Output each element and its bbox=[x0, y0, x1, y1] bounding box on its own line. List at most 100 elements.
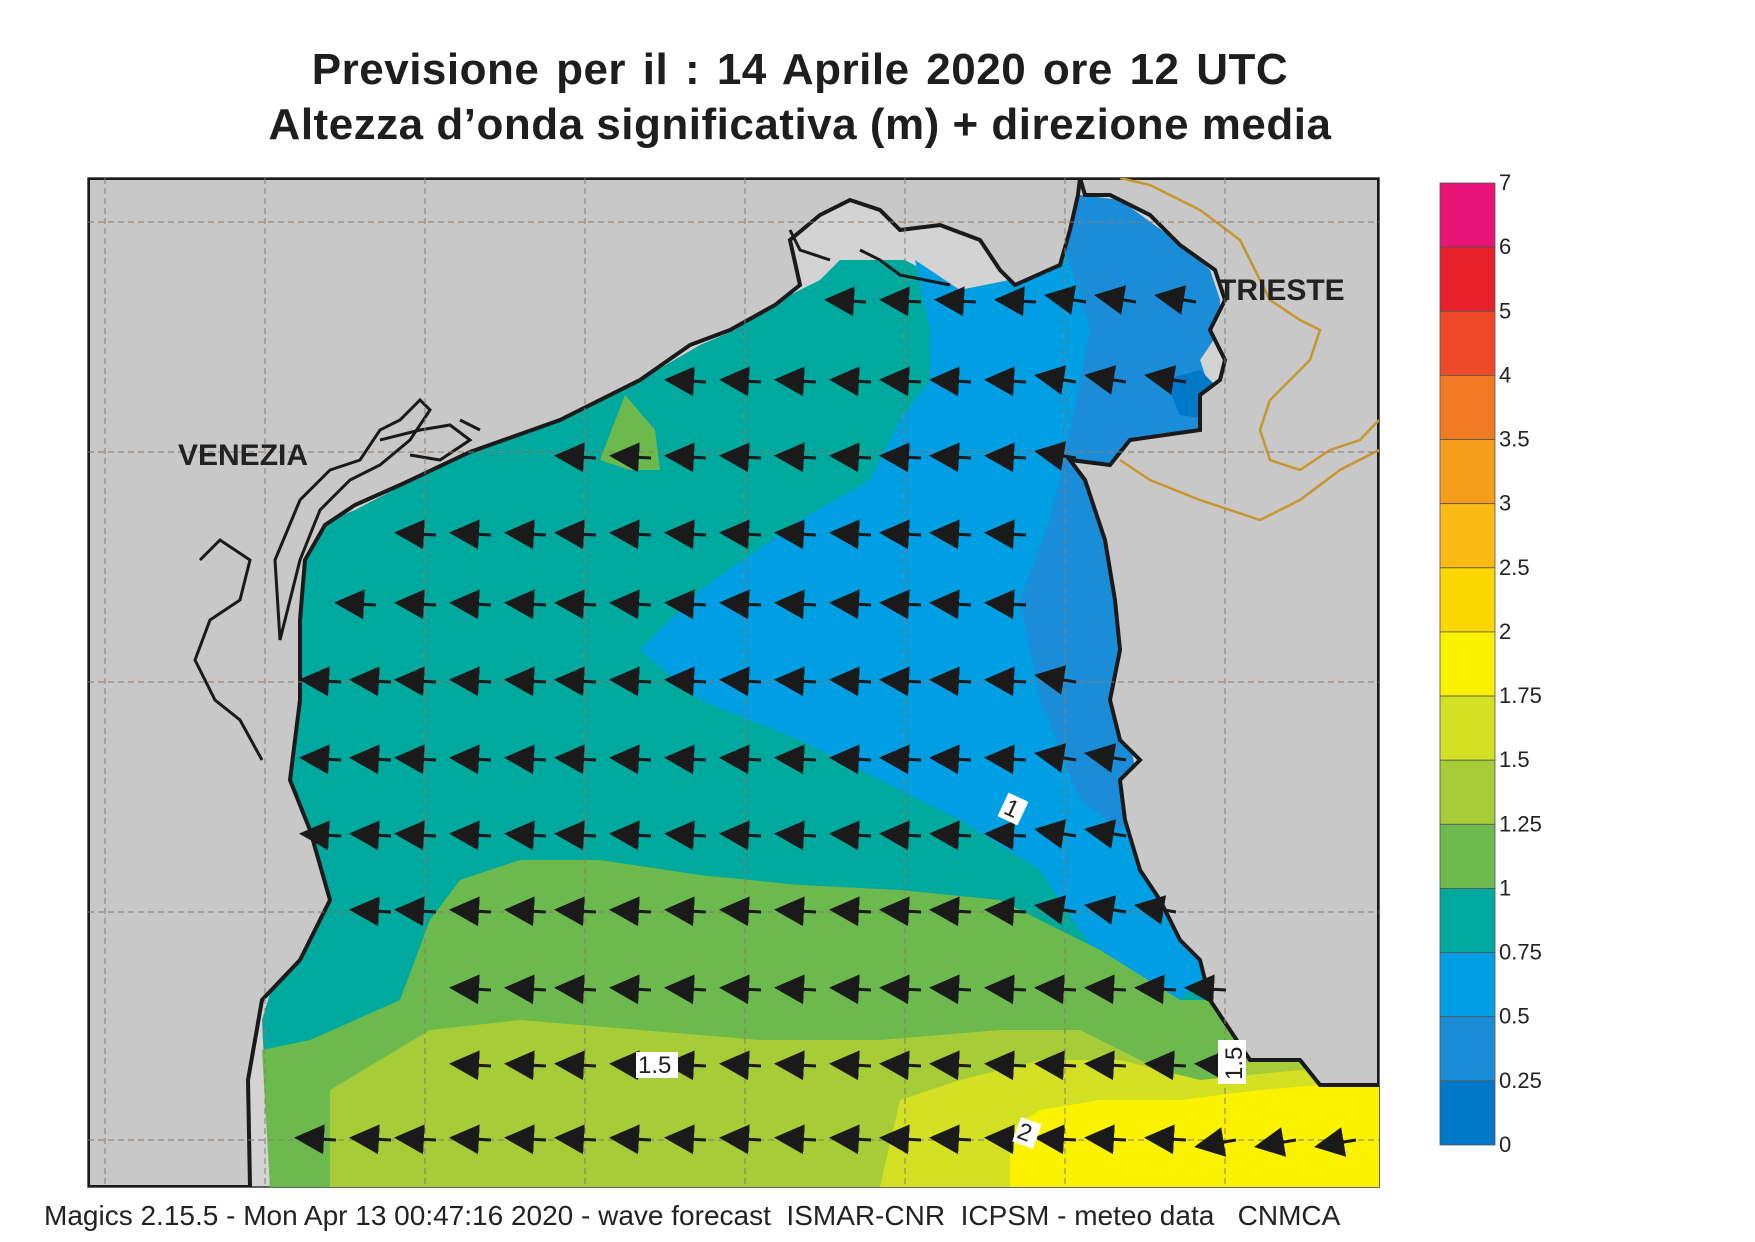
wave-arrow bbox=[504, 519, 547, 550]
legend-colorbar: 7 6 5 4 3.5 3 2.5 2 1.75 1.5 1.25 1 0.75 0.5 0.25 0 bbox=[1439, 170, 1542, 1157]
wave-arrow bbox=[449, 1050, 492, 1081]
legend-band bbox=[1439, 888, 1496, 954]
wave-arrow bbox=[554, 519, 597, 550]
wave-arrow bbox=[929, 1050, 972, 1081]
wave-arrow bbox=[774, 519, 817, 550]
wave-arrow bbox=[774, 366, 817, 397]
wave-arrow bbox=[349, 744, 392, 775]
legend-tick-label: 5 bbox=[1499, 298, 1511, 323]
wave-arrow bbox=[829, 519, 872, 550]
land-west bbox=[88, 178, 1083, 1187]
wave-arrow bbox=[1254, 1127, 1297, 1157]
wave-arrow bbox=[879, 1050, 922, 1081]
wave-arrow bbox=[349, 820, 392, 851]
wave-arrow bbox=[504, 896, 547, 927]
wave-arrow bbox=[984, 820, 1027, 851]
wave-arrow bbox=[504, 744, 547, 775]
wave-arrow bbox=[984, 744, 1027, 775]
wave-arrow bbox=[1144, 1050, 1187, 1081]
wave-arrow bbox=[1034, 1050, 1077, 1081]
wave-arrow bbox=[984, 519, 1027, 550]
wave-arrow bbox=[1034, 974, 1077, 1005]
wave-arrow bbox=[719, 666, 762, 697]
wave-arrow bbox=[1034, 441, 1077, 471]
footer-credits: Magics 2.15.5 - Mon Apr 13 00:47:16 2020… bbox=[44, 1200, 1341, 1231]
legend-band bbox=[1439, 695, 1496, 761]
wave-arrow bbox=[609, 519, 652, 550]
wave-arrow bbox=[1084, 1050, 1127, 1081]
wave-arrow bbox=[334, 589, 377, 620]
title-line-2: Altezza d’onda significativa (m) + direz… bbox=[268, 100, 1332, 149]
wave-arrow bbox=[984, 442, 1027, 473]
lagoon-outline bbox=[193, 229, 951, 761]
wave-arrow bbox=[879, 366, 922, 397]
wave-arrow bbox=[879, 442, 922, 473]
wave-arrow bbox=[1094, 285, 1137, 315]
wave-arrow bbox=[719, 442, 762, 473]
wave-arrow bbox=[719, 366, 762, 397]
wave-arrow bbox=[1084, 1124, 1127, 1155]
wave-arrow bbox=[554, 896, 597, 927]
wave-arrow bbox=[1034, 665, 1077, 695]
title-line-1: Previsione per il : 14 Aprile 2020 ore 1… bbox=[311, 45, 1289, 94]
svg-text:1.5: 1.5 bbox=[638, 1052, 671, 1079]
wave-arrow bbox=[299, 744, 342, 775]
wave-arrow bbox=[774, 1124, 817, 1155]
legend-tick-label: 1.25 bbox=[1499, 811, 1542, 836]
legend-band bbox=[1439, 759, 1496, 825]
legend-tick-label: 1.75 bbox=[1499, 683, 1542, 708]
wave-arrow bbox=[929, 666, 972, 697]
wave-arrow bbox=[1084, 365, 1127, 395]
wave-arrow bbox=[774, 974, 817, 1005]
wave-arrow bbox=[1314, 1127, 1357, 1157]
legend-tick-label: 0 bbox=[1499, 1132, 1511, 1157]
legend-band bbox=[1439, 503, 1496, 569]
wave-arrow bbox=[879, 286, 922, 317]
wave-arrow bbox=[1194, 1127, 1237, 1157]
legend-tick-label: 2.5 bbox=[1499, 555, 1530, 580]
wave-arrow bbox=[449, 820, 492, 851]
legend-band bbox=[1439, 952, 1496, 1018]
wave-arrow bbox=[449, 589, 492, 620]
wave-arrow bbox=[929, 820, 972, 851]
wave-arrow bbox=[934, 286, 977, 317]
legend-band bbox=[1439, 374, 1496, 440]
wave-arrow bbox=[984, 666, 1027, 697]
wave-direction-arrows bbox=[294, 285, 1357, 1157]
wave-arrow bbox=[609, 442, 652, 473]
wave-arrow bbox=[1134, 974, 1177, 1005]
wave-arrow bbox=[984, 974, 1027, 1005]
svg-text:1.5: 1.5 bbox=[1221, 1047, 1248, 1080]
wave-arrow bbox=[609, 820, 652, 851]
wave-arrow bbox=[879, 896, 922, 927]
sea-zone-0.5-0.75 bbox=[1020, 195, 1220, 830]
wave-arrow bbox=[1084, 895, 1127, 925]
legend-tick-label: 7 bbox=[1499, 170, 1511, 195]
wave-arrow bbox=[449, 1124, 492, 1155]
wave-arrow bbox=[554, 820, 597, 851]
wave-arrow bbox=[554, 1050, 597, 1081]
wave-arrow bbox=[984, 366, 1027, 397]
contour-label-2: 2 bbox=[1012, 1117, 1042, 1149]
wave-arrow bbox=[829, 974, 872, 1005]
wave-arrow bbox=[829, 1124, 872, 1155]
legend-tick-label: 3 bbox=[1499, 491, 1511, 516]
wave-arrow bbox=[299, 820, 342, 851]
wave-arrow bbox=[394, 896, 437, 927]
wave-arrow bbox=[554, 974, 597, 1005]
wave-arrow bbox=[719, 744, 762, 775]
wave-arrow bbox=[1154, 285, 1197, 315]
wave-arrow bbox=[664, 1124, 707, 1155]
lagoon-islands bbox=[273, 397, 432, 641]
legend-tick-label: 4 bbox=[1499, 362, 1511, 387]
wave-arrow bbox=[879, 519, 922, 550]
wave-arrow bbox=[664, 366, 707, 397]
wave-arrow bbox=[504, 666, 547, 697]
wave-arrow bbox=[609, 896, 652, 927]
wave-arrow bbox=[554, 589, 597, 620]
wave-arrow bbox=[504, 1050, 547, 1081]
wave-arrow bbox=[929, 442, 972, 473]
wave-arrow bbox=[664, 666, 707, 697]
wave-arrow bbox=[554, 744, 597, 775]
